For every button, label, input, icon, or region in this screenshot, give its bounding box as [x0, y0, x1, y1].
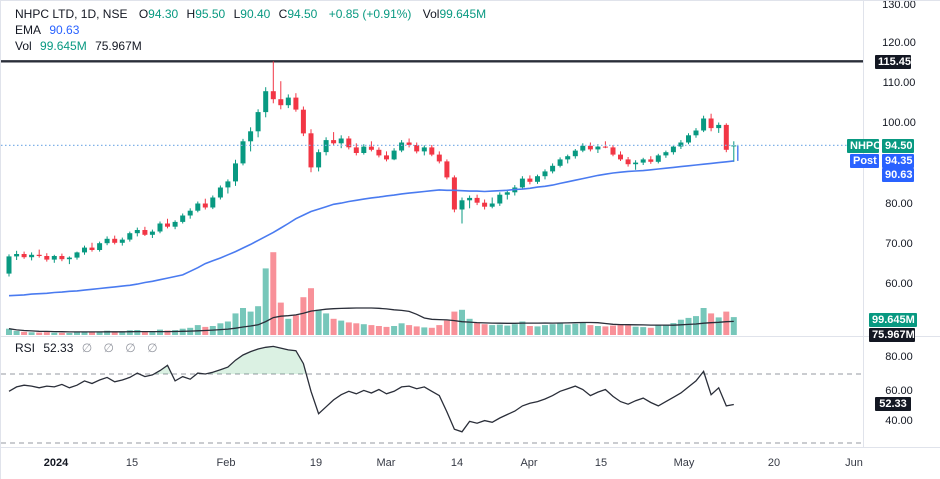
volume-last-badge: 99.645M — [869, 313, 917, 327]
open-value: 94.30 — [148, 7, 179, 21]
low-value: 90.40 — [240, 7, 271, 21]
time-axis-tick: 14 — [450, 457, 464, 469]
price-axis-tick: 80.00 — [885, 351, 913, 363]
change-value: +0.85 (+0.91%) — [328, 7, 412, 21]
time-axis-tick: Mar — [376, 457, 396, 469]
price-axis-tick: 120.00 — [882, 37, 916, 49]
vol-label: Vol — [422, 7, 440, 21]
high-level-badge: 115.45 — [875, 55, 911, 69]
time-axis-tick: 15 — [125, 457, 139, 469]
time-axis-tick: May — [673, 457, 695, 469]
high-label: H — [186, 7, 196, 21]
volume-value: 99.645M — [40, 39, 87, 53]
volume-ma-value: 75.967M — [95, 39, 142, 53]
time-axis-tick: Jun — [845, 457, 863, 469]
price-axis-tick: 70.00 — [885, 238, 913, 250]
time-axis-tick: 19 — [309, 457, 323, 469]
rsi-legend[interactable]: RSI 52.33 ∅ ∅ ∅ ∅ — [15, 341, 162, 355]
price-axis-tick: 130.00 — [882, 0, 916, 11]
close-value: 94.50 — [287, 7, 318, 21]
rsi-hidden-indicators: ∅ ∅ ∅ ∅ — [81, 341, 162, 355]
rsi-value: 52.33 — [43, 341, 74, 355]
symbol-legend[interactable]: NHPC LTD, 1D, NSE O94.30 H95.50 L90.40 C… — [15, 7, 486, 21]
ema-value-badge: 90.63 — [882, 168, 914, 182]
close-label: C — [278, 7, 288, 21]
price-axis-tick: 40.00 — [885, 415, 913, 427]
price-axis-tick: 60.00 — [885, 278, 913, 290]
time-axis-tick: 15 — [594, 457, 608, 469]
post-price-badge: 94.35 — [882, 154, 914, 168]
vol-value: 99.645M — [439, 7, 487, 21]
symbol-price-tag: NHPC — [847, 139, 881, 153]
post-market-tag: Post — [850, 154, 879, 168]
ema-legend[interactable]: EMA 90.63 — [15, 23, 79, 37]
volume-legend[interactable]: Vol 99.645M 75.967M — [15, 39, 142, 53]
price-axis-tick: 100.00 — [882, 117, 916, 129]
high-value: 95.50 — [195, 7, 226, 21]
ema-label: EMA — [15, 23, 42, 37]
rsi-value-badge: 52.33 — [875, 397, 911, 411]
rsi-label: RSI — [15, 341, 36, 355]
price-axis-tick: 80.00 — [885, 198, 913, 210]
symbol-title: NHPC LTD, 1D, NSE — [15, 7, 128, 21]
low-label: L — [233, 7, 241, 21]
time-axis[interactable] — [1, 447, 940, 479]
volume-ma-badge: 75.967M — [869, 328, 915, 342]
time-axis-tick: Feb — [216, 457, 236, 469]
price-axis-tick: 60.00 — [885, 385, 913, 397]
time-axis-tick: 2024 — [43, 457, 69, 469]
time-axis-tick: 20 — [767, 457, 781, 469]
time-axis-tick: Apr — [520, 457, 538, 469]
last-price-badge: 94.50 — [882, 139, 914, 153]
open-label: O — [138, 7, 149, 21]
price-axis[interactable] — [863, 1, 940, 447]
price-axis-tick: 110.00 — [882, 77, 916, 89]
volume-label: Vol — [15, 39, 32, 53]
ema-value: 90.63 — [49, 23, 80, 37]
